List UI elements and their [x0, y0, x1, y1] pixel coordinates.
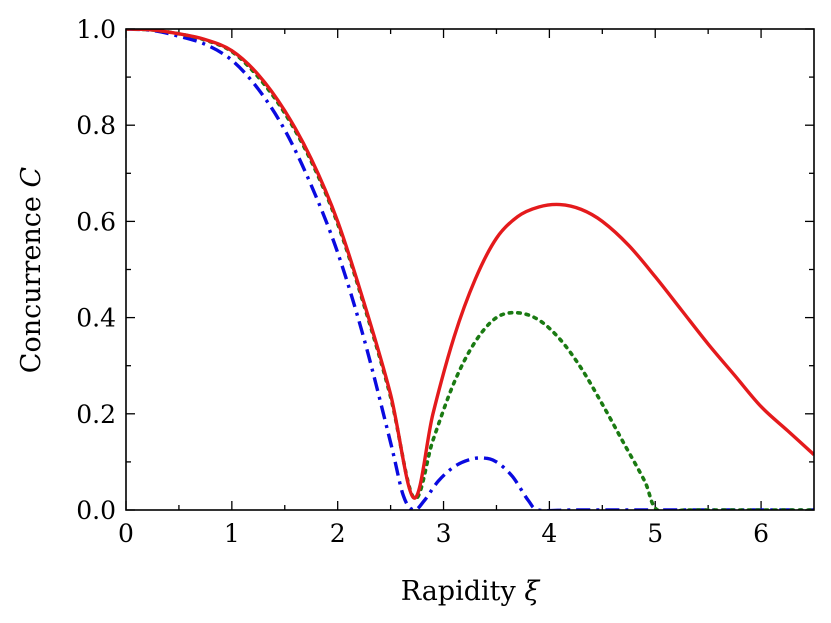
y-tick-label: 0.2	[76, 400, 116, 429]
x-axis-title-symbol: ξ	[524, 576, 540, 607]
y-axis-title: Concurrence C	[16, 166, 47, 373]
y-axis-title-text: Concurrence	[16, 196, 47, 373]
x-axis-title-text: Rapidity	[401, 576, 517, 607]
y-tick-label: 0.0	[76, 496, 116, 525]
x-tick-label: 1	[224, 519, 240, 548]
x-axis-title: Rapidity ξ	[401, 576, 541, 607]
series-line-dashdot	[126, 29, 814, 510]
y-axis-title-symbol: C	[16, 166, 47, 187]
series-line-solid	[126, 29, 814, 500]
tick-labels: 0 1 2 3 4 5 6 0.0 0.2 0.4 0.6 0.8 1.0	[76, 15, 769, 548]
x-tick-label: 6	[753, 519, 769, 548]
x-tick-label: 4	[541, 519, 557, 548]
series-line-dotted	[126, 29, 814, 510]
x-tick-label: 2	[330, 519, 346, 548]
x-tick-label: 0	[118, 519, 134, 548]
series-layer	[126, 29, 814, 510]
y-tick-label: 0.4	[76, 304, 116, 333]
x-tick-label: 5	[647, 519, 663, 548]
plot-frame	[125, 28, 815, 511]
x-tick-label: 3	[436, 519, 452, 548]
y-tick-label: 0.6	[76, 207, 116, 236]
axis-ticks	[125, 28, 814, 511]
y-tick-label: 0.8	[76, 111, 116, 140]
y-tick-label: 1.0	[76, 15, 116, 44]
